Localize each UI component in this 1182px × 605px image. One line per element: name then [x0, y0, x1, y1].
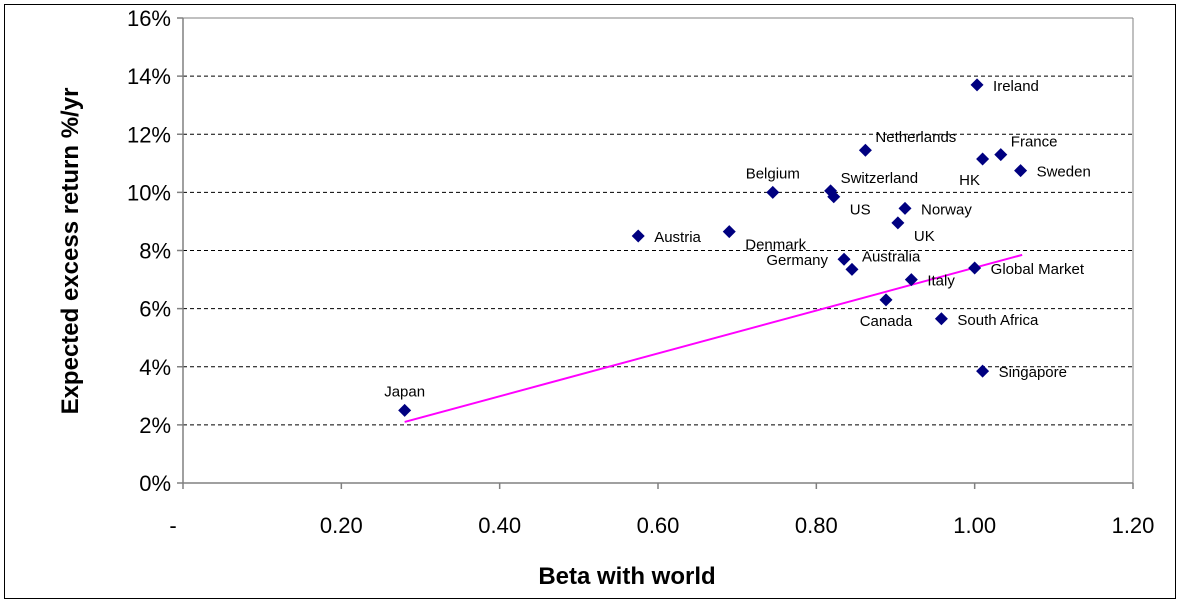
point-marker-australia [845, 262, 859, 276]
point-label-us: US [850, 202, 871, 219]
point-marker-belgium [766, 185, 780, 199]
point-label-australia: Australia [862, 248, 921, 265]
point-marker-canada [879, 293, 893, 307]
x-tick-label-1: 0.20 [320, 513, 363, 538]
point-marker-italy [904, 273, 918, 287]
point-label-ireland: Ireland [993, 78, 1039, 95]
gridlines [183, 17, 1133, 426]
x-axis-title: Beta with world [538, 563, 715, 590]
trend-line-group [404, 253, 1023, 423]
chart-frame [4, 4, 1176, 599]
point-label-austria: Austria [654, 229, 701, 246]
y-tick-label-3: 6% [139, 297, 171, 322]
point-label-sweden: Sweden [1037, 164, 1091, 181]
point-marker-us [827, 190, 841, 204]
x-tick-label-3: 0.60 [637, 513, 680, 538]
point-marker-uk [891, 216, 905, 230]
point-label-uk: UK [914, 228, 935, 245]
point-label-norway: Norway [921, 201, 972, 218]
x-tick-label-6: 1.20 [1112, 513, 1155, 538]
y-tick-label-6: 12% [127, 122, 171, 147]
point-marker-norway [898, 201, 912, 215]
point-marker-france [994, 148, 1008, 162]
x-tick-label-0: - [169, 513, 176, 538]
point-marker-south-africa [934, 312, 948, 326]
point-label-germany: Germany [766, 252, 828, 269]
point-marker-global-market [968, 261, 982, 275]
y-tick-label-8: 16% [127, 6, 171, 31]
x-tick-label-5: 1.00 [953, 513, 996, 538]
point-marker-ireland [970, 78, 984, 92]
point-marker-singapore [976, 364, 990, 378]
y-tick-label-2: 4% [139, 355, 171, 380]
point-label-belgium: Belgium [746, 165, 800, 182]
tick-labels: 0% 2% 4% 6% 8% 10% 12% 14% 16% - 0.20 0.40 0.60 0.80 1… [127, 6, 1154, 538]
point-labels: Japan Austria Denmark Belgium Switzerland US N… [384, 78, 1091, 401]
point-marker-sweden [1014, 164, 1028, 178]
point-marker-germany [837, 252, 851, 266]
point-marker-denmark [722, 225, 736, 239]
y-tick-label-7: 14% [127, 64, 171, 89]
point-label-switzerland: Switzerland [841, 170, 919, 187]
point-label-netherlands: Netherlands [875, 129, 956, 146]
point-label-france: France [1011, 134, 1058, 151]
point-marker-japan [398, 403, 412, 417]
point-label-singapore: Singapore [999, 364, 1067, 381]
point-marker-hk [976, 152, 990, 166]
point-label-denmark: Denmark [745, 237, 806, 254]
y-tick-label-1: 2% [139, 413, 171, 438]
point-label-hk: HK [959, 172, 980, 189]
point-label-south-africa: South Africa [957, 312, 1039, 329]
x-tick-label-4: 0.80 [795, 513, 838, 538]
point-label-japan: Japan [384, 383, 425, 400]
point-marker-netherlands [858, 143, 872, 157]
point-label-canada: Canada [860, 313, 913, 330]
y-axis-title: Expected excess return %/yr [57, 88, 84, 415]
y-tick-label-0: 0% [139, 471, 171, 496]
y-tick-label-4: 8% [139, 239, 171, 264]
point-marker-austria [631, 229, 645, 243]
x-tick-label-2: 0.40 [478, 513, 521, 538]
axes [177, 17, 1134, 489]
y-tick-label-5: 10% [127, 180, 171, 205]
point-label-italy: Italy [927, 273, 955, 290]
data-points [398, 78, 1028, 417]
point-label-global-market: Global Market [991, 261, 1085, 278]
trend-line [404, 253, 1023, 423]
